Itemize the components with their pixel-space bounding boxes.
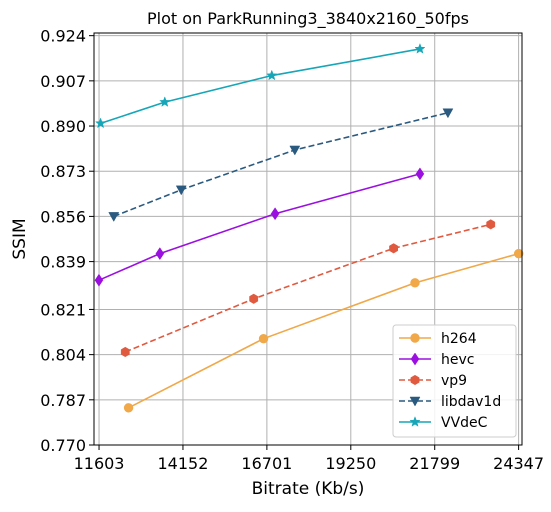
legend-item-vp9: vp9	[399, 373, 467, 389]
data-point-libdav1d	[289, 145, 301, 156]
x-tick-label: 11603	[74, 454, 125, 473]
data-point-hevc	[415, 167, 425, 181]
x-axis-title: Bitrate (Kb/s)	[252, 479, 365, 499]
data-point-vp9	[486, 219, 496, 230]
x-tick-label: 24347	[493, 454, 544, 473]
legend-item-VVdeC: VVdeC	[399, 415, 488, 431]
y-tick-label: 0.907	[40, 72, 86, 91]
data-point-libdav1d	[108, 212, 120, 222]
series-VVdeC	[94, 43, 426, 129]
x-tick-label: 21799	[409, 454, 460, 473]
data-point-libdav1d	[442, 108, 454, 119]
data-point-VVdeC	[266, 69, 278, 81]
tick-layer: 11603 14152 16701 19250 21799 24347 0.770 0.787…	[40, 27, 544, 473]
data-point-h264	[410, 278, 420, 288]
data-point-VVdeC	[94, 117, 107, 129]
y-tick-label: 0.804	[40, 346, 86, 365]
data-point-hevc	[94, 273, 104, 287]
data-point-h264	[123, 403, 134, 413]
y-tick-label: 0.890	[40, 117, 86, 136]
data-point-hevc	[270, 207, 280, 221]
legend-marker-libdav1d	[409, 396, 421, 407]
legend-label-hevc: hevc	[441, 352, 474, 368]
legend-label-h264: h264	[441, 331, 477, 347]
legend-marker-h264	[410, 333, 420, 343]
series-line-hevc	[98, 173, 421, 281]
y-tick-label: 0.873	[40, 162, 86, 181]
data-point-vp9	[389, 243, 399, 254]
series-line-vp9	[124, 223, 491, 353]
legend-marker-vp9	[410, 374, 420, 386]
x-tick-label: 14152	[158, 454, 209, 473]
data-point-vp9	[120, 346, 130, 358]
x-tick-label: 16701	[241, 454, 292, 473]
data-point-vp9	[249, 293, 259, 304]
series-layer	[94, 43, 524, 413]
series-line-h264	[128, 252, 519, 409]
legend-label-libdav1d: libdav1d	[441, 394, 501, 410]
data-point-VVdeC	[414, 43, 426, 54]
data-point-h264	[258, 333, 269, 344]
series-h264	[123, 248, 524, 413]
y-tick-label: 0.924	[40, 27, 86, 46]
series-vp9	[120, 219, 496, 358]
y-tick-label: 0.839	[40, 253, 86, 272]
data-point-hevc	[155, 247, 165, 261]
series-line-libdav1d	[113, 111, 449, 218]
y-axis-title: SSIM	[10, 218, 30, 259]
y-tick-label: 0.787	[40, 391, 86, 410]
y-tick-label: 0.821	[40, 300, 86, 319]
legend-box	[392, 324, 517, 438]
series-line-VVdeC	[100, 48, 421, 125]
y-tick-label: 0.856	[40, 207, 86, 226]
chart-title: Plot on ParkRunning3_3840x2160_50fps	[147, 9, 469, 29]
legend: h264 hevc vp9 libdav1d VVdeC	[392, 324, 517, 438]
series-hevc	[94, 167, 425, 287]
legend-item-h264: h264	[399, 331, 477, 347]
x-tick-label: 19250	[325, 454, 376, 473]
y-tick-label: 0.770	[40, 436, 86, 455]
data-point-h264	[514, 248, 524, 259]
series-libdav1d	[108, 108, 454, 222]
data-point-libdav1d	[175, 185, 187, 196]
legend-marker-hevc	[410, 352, 420, 366]
data-point-VVdeC	[159, 96, 171, 107]
plot-frame	[93, 32, 523, 446]
legend-item-libdav1d: libdav1d	[399, 394, 501, 410]
grid-layer	[94, 33, 522, 446]
legend-label-VVdeC: VVdeC	[441, 415, 488, 431]
legend-item-hevc: hevc	[399, 352, 474, 368]
legend-marker-VVdeC	[409, 416, 421, 427]
legend-label-vp9: vp9	[441, 373, 467, 389]
